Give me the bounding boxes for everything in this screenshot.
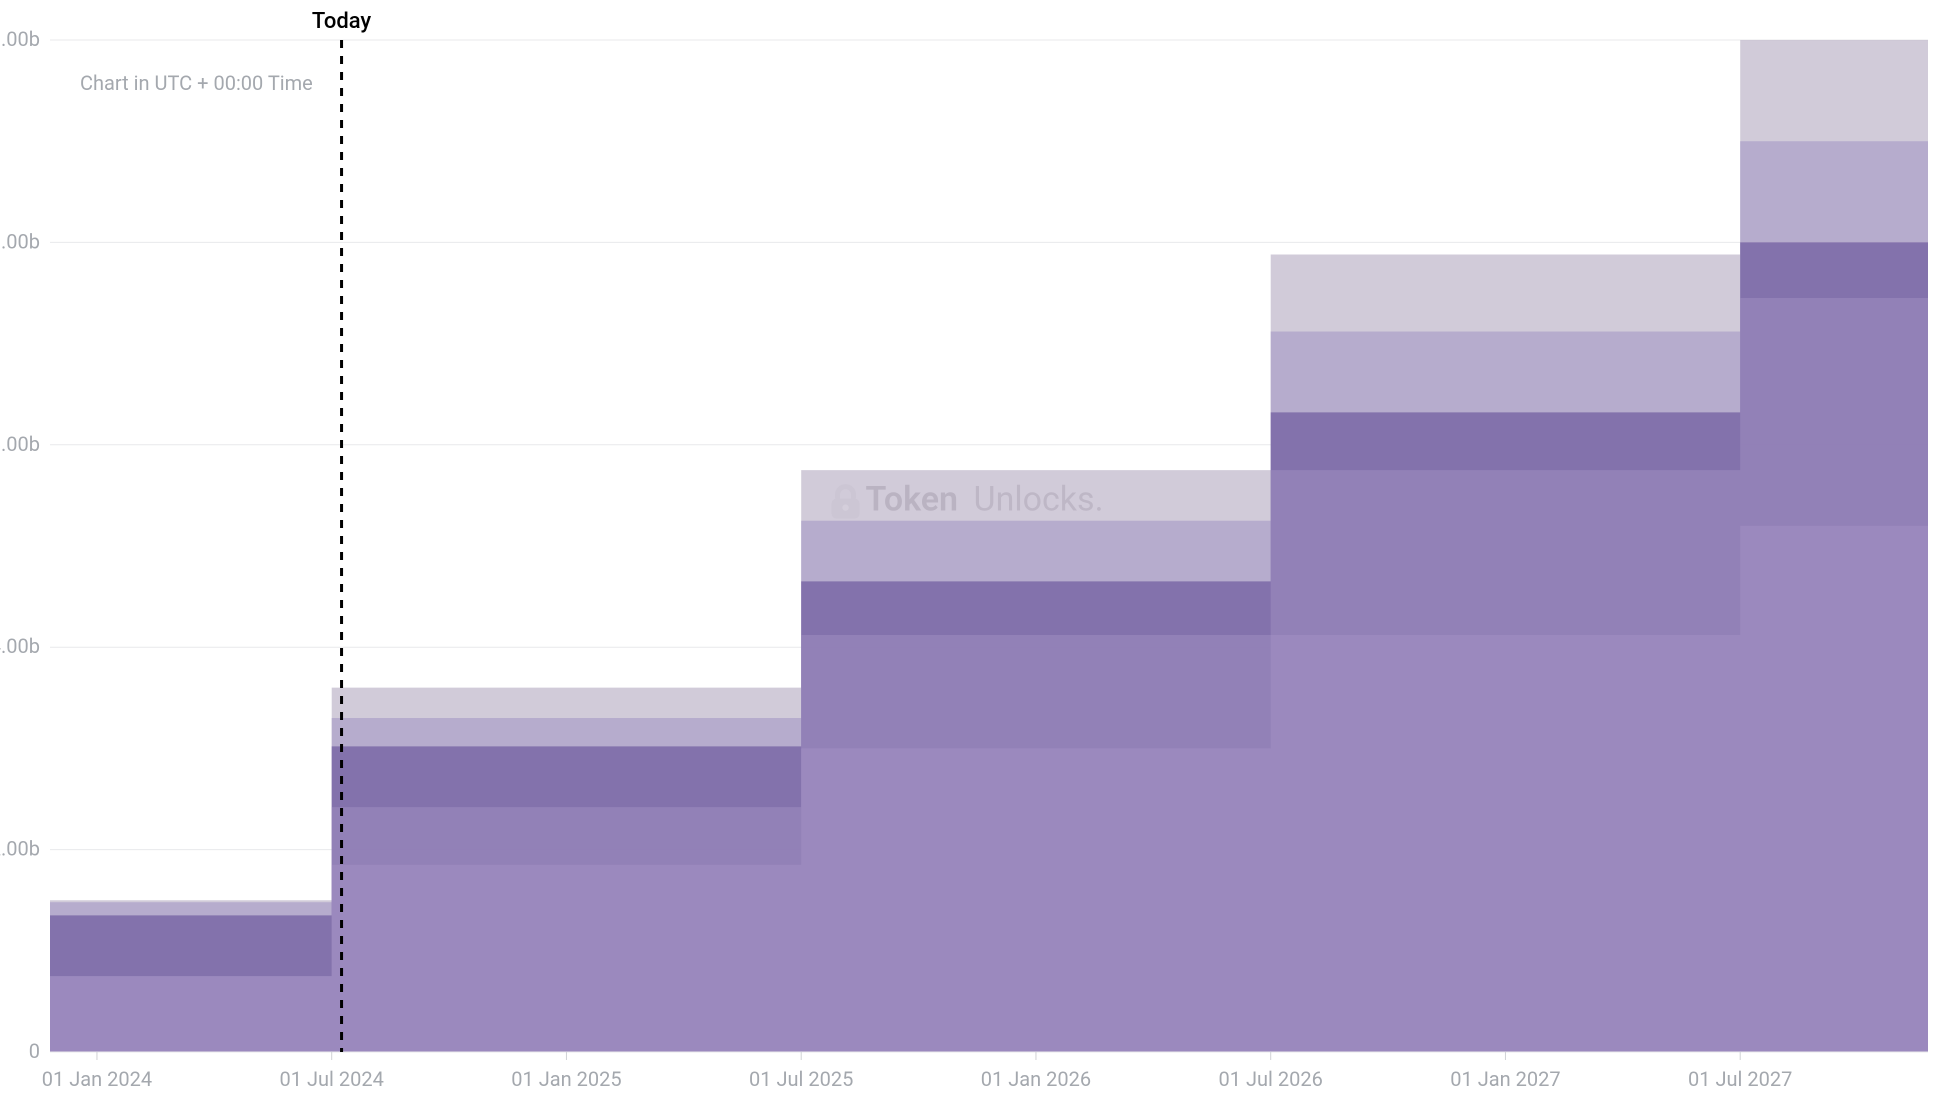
y-tick-label: 4.00b xyxy=(0,634,40,658)
chart-container: 0 2.00b 4.00b 6.00b 8.00b 10.00b 01 Jan 2024 01… xyxy=(0,0,1936,1112)
x-tick-label: 01 Jan 2025 xyxy=(511,1067,621,1091)
x-tick-label: 01 Jan 2026 xyxy=(981,1067,1091,1091)
watermark-light: Unlocks. xyxy=(974,480,1104,520)
stacked-step-chart: 0 2.00b 4.00b 6.00b 8.00b 10.00b 01 Jan 2024 01… xyxy=(0,0,1936,1112)
y-tick-label: 10.00b xyxy=(0,27,40,51)
y-tick-label: 8.00b xyxy=(0,229,40,253)
y-tick-label: 0 xyxy=(29,1039,40,1063)
chart-note: Chart in UTC + 00:00 Time xyxy=(80,71,313,95)
x-tick-label: 01 Jan 2024 xyxy=(42,1067,152,1091)
x-tick-label: 01 Jul 2027 xyxy=(1688,1067,1792,1091)
today-label: Today xyxy=(312,9,371,34)
watermark-bold: Token xyxy=(866,480,958,520)
x-tick-label: 01 Jan 2027 xyxy=(1450,1067,1560,1091)
x-tick-label: 01 Jul 2026 xyxy=(1219,1067,1323,1091)
y-tick-label: 6.00b xyxy=(0,432,40,456)
y-tick-label: 2.00b xyxy=(0,837,40,861)
x-tick-label: 01 Jul 2025 xyxy=(749,1067,853,1091)
x-tick-label: 01 Jul 2024 xyxy=(280,1067,384,1091)
